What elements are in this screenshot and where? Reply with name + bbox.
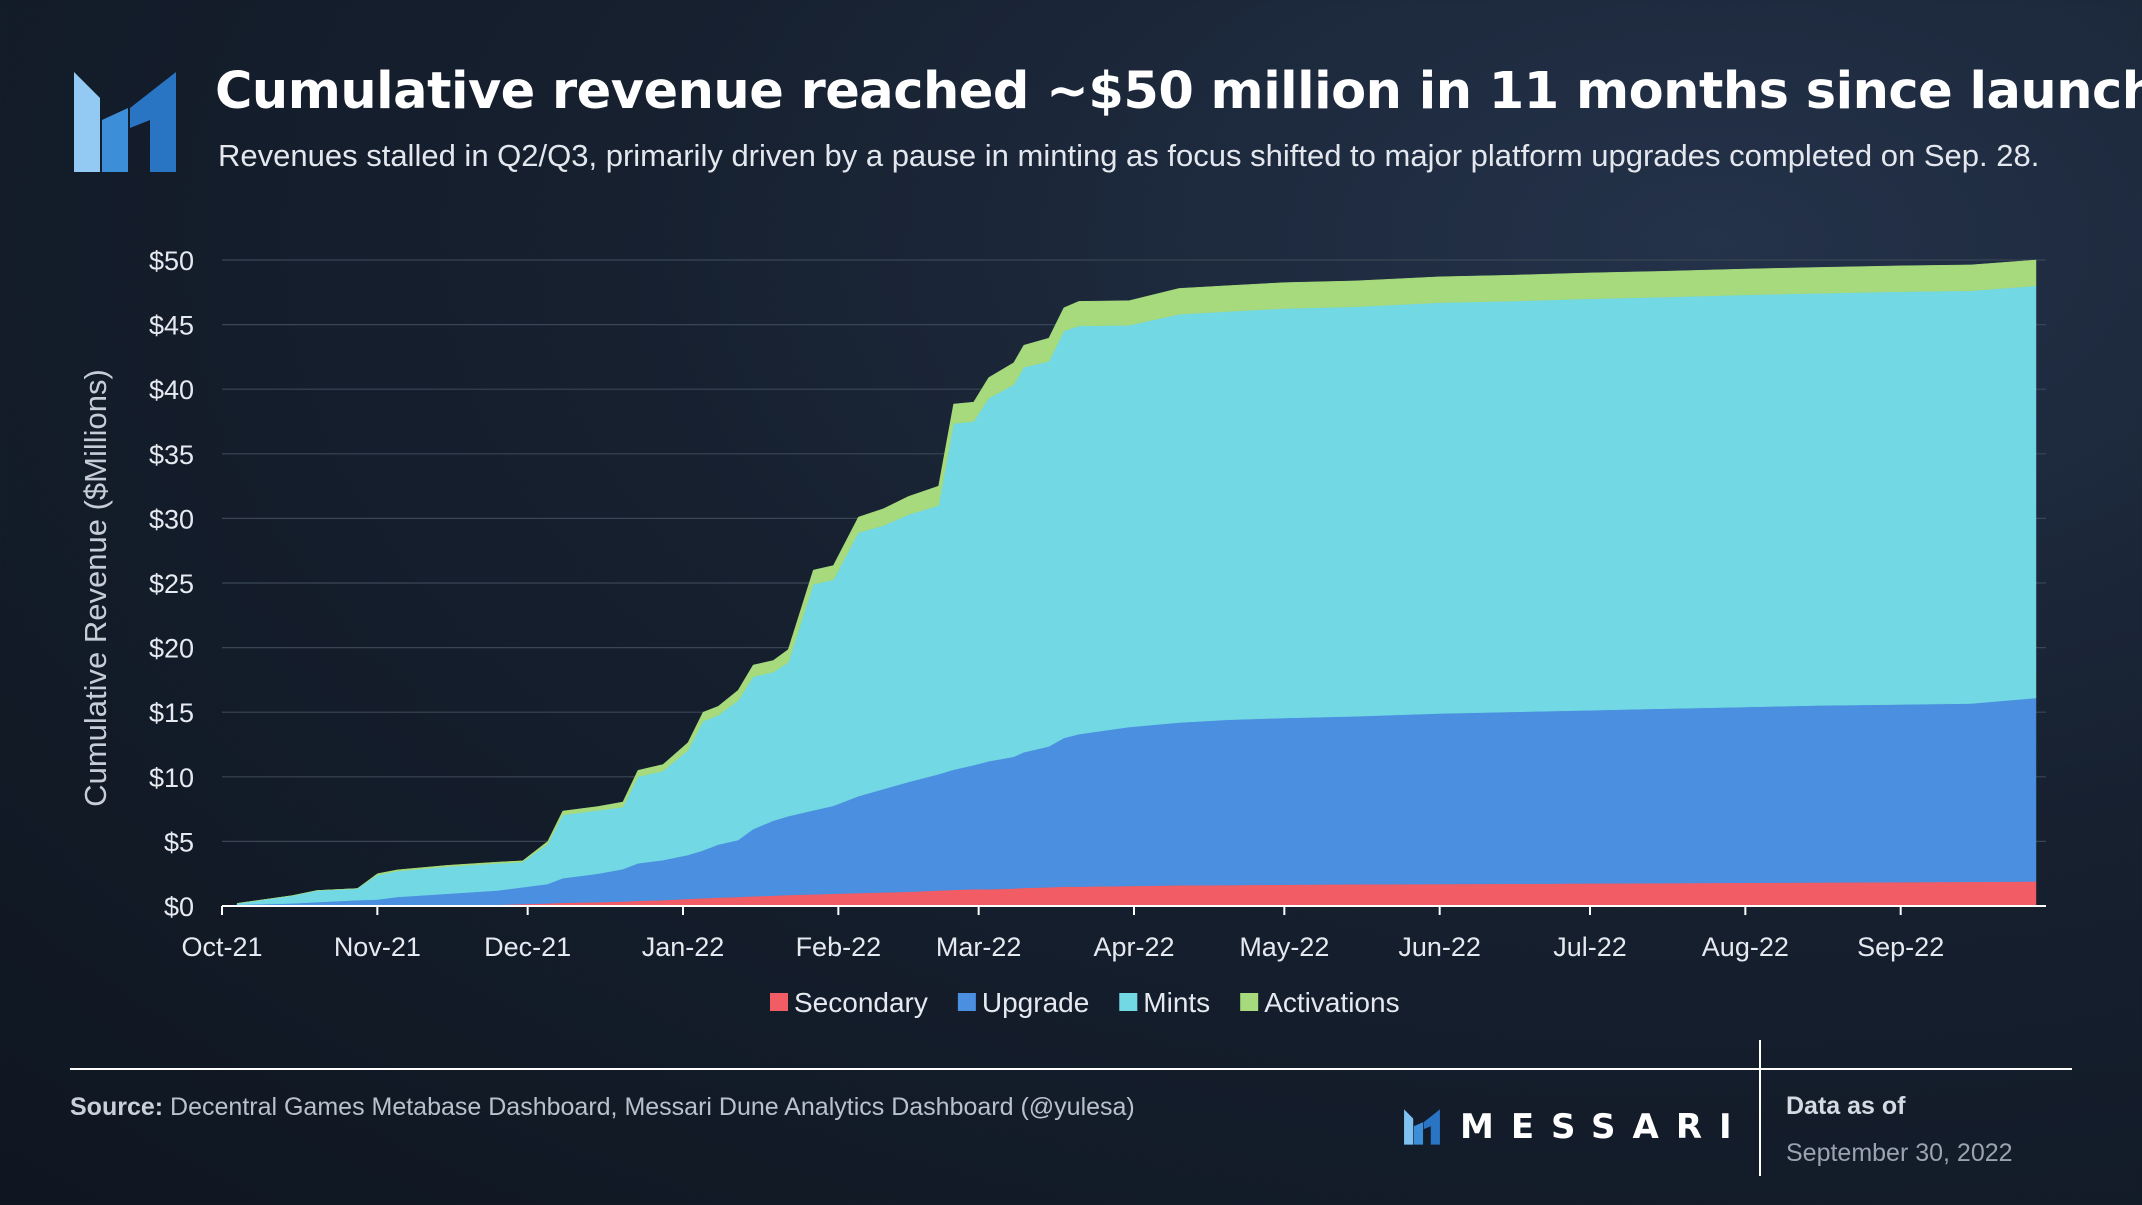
- y-tick-label: $40: [149, 375, 194, 405]
- area-activations: [236, 259, 2037, 904]
- legend-label-mints: Mints: [1143, 987, 1210, 1018]
- x-tick-label: Sep-22: [1857, 932, 1944, 962]
- x-tick-label: May-22: [1239, 932, 1329, 962]
- x-tick-label: Aug-22: [1702, 932, 1789, 962]
- legend-label-activations: Activations: [1264, 987, 1399, 1018]
- y-tick-label: $15: [149, 698, 194, 728]
- page-title: Cumulative revenue reached ~$50 million …: [215, 62, 2142, 121]
- legend-swatch-upgrade: [957, 993, 976, 1011]
- brand-logo: MESSARI: [1402, 1104, 1749, 1150]
- legend-swatch-secondary: [770, 993, 788, 1011]
- messari-logo-icon: [74, 72, 176, 172]
- data-as-of-date: September 30, 2022: [1786, 1139, 2013, 1167]
- x-tick-label: Jan-22: [642, 932, 725, 962]
- source-note: Source: Decentral Games Metabase Dashboa…: [70, 1093, 1135, 1122]
- x-tick-label: Feb-22: [796, 932, 882, 962]
- footer-vertical-divider: [1759, 1040, 1761, 1176]
- y-tick-label: $5: [164, 827, 194, 857]
- y-axis: $0 $5 $10 $15 $20 $25 $30 $35 $40 $45 $50: [149, 246, 194, 922]
- x-tick-label: Oct-21: [181, 932, 262, 962]
- y-tick-label: $20: [149, 634, 194, 664]
- y-tick-label: $50: [149, 246, 194, 276]
- legend-swatch-mints: [1119, 993, 1138, 1011]
- messari-mark-icon: [1404, 1109, 1440, 1145]
- y-axis-label: Cumulative Revenue ($Millions): [78, 369, 113, 807]
- y-tick-label: $45: [149, 311, 194, 341]
- x-tick-label: Mar-22: [936, 932, 1022, 962]
- footer-divider: [70, 1068, 2072, 1070]
- y-tick-label: $30: [149, 504, 194, 534]
- x-tick-label: Dec-21: [484, 932, 571, 962]
- legend: Secondary Upgrade Mints Activations: [770, 987, 1400, 1018]
- x-tick-label: Jul-22: [1553, 932, 1627, 962]
- source-text: Decentral Games Metabase Dashboard, Mess…: [170, 1093, 1135, 1121]
- x-tick-label: Jun-22: [1398, 932, 1481, 962]
- source-label: Source:: [70, 1093, 164, 1121]
- stacked-areas: [236, 259, 2037, 907]
- page-subtitle: Revenues stalled in Q2/Q3, primarily dri…: [218, 138, 2040, 173]
- data-as-of-label: Data as of: [1786, 1092, 1906, 1120]
- legend-label-upgrade: Upgrade: [982, 987, 1089, 1018]
- brand-name: MESSARI: [1460, 1107, 1749, 1147]
- y-tick-label: $0: [164, 892, 194, 922]
- legend-label-secondary: Secondary: [794, 987, 928, 1018]
- y-tick-label: $25: [149, 569, 194, 599]
- x-tick-label: Apr-22: [1093, 932, 1174, 962]
- y-tick-label: $35: [149, 440, 194, 470]
- x-axis: Oct-21 Nov-21 Dec-21 Jan-22 Feb-22 Mar-22 Apr-…: [181, 905, 2046, 962]
- x-tick-label: Nov-21: [334, 932, 421, 962]
- legend-swatch-activations: [1240, 993, 1259, 1011]
- y-tick-label: $10: [149, 763, 194, 793]
